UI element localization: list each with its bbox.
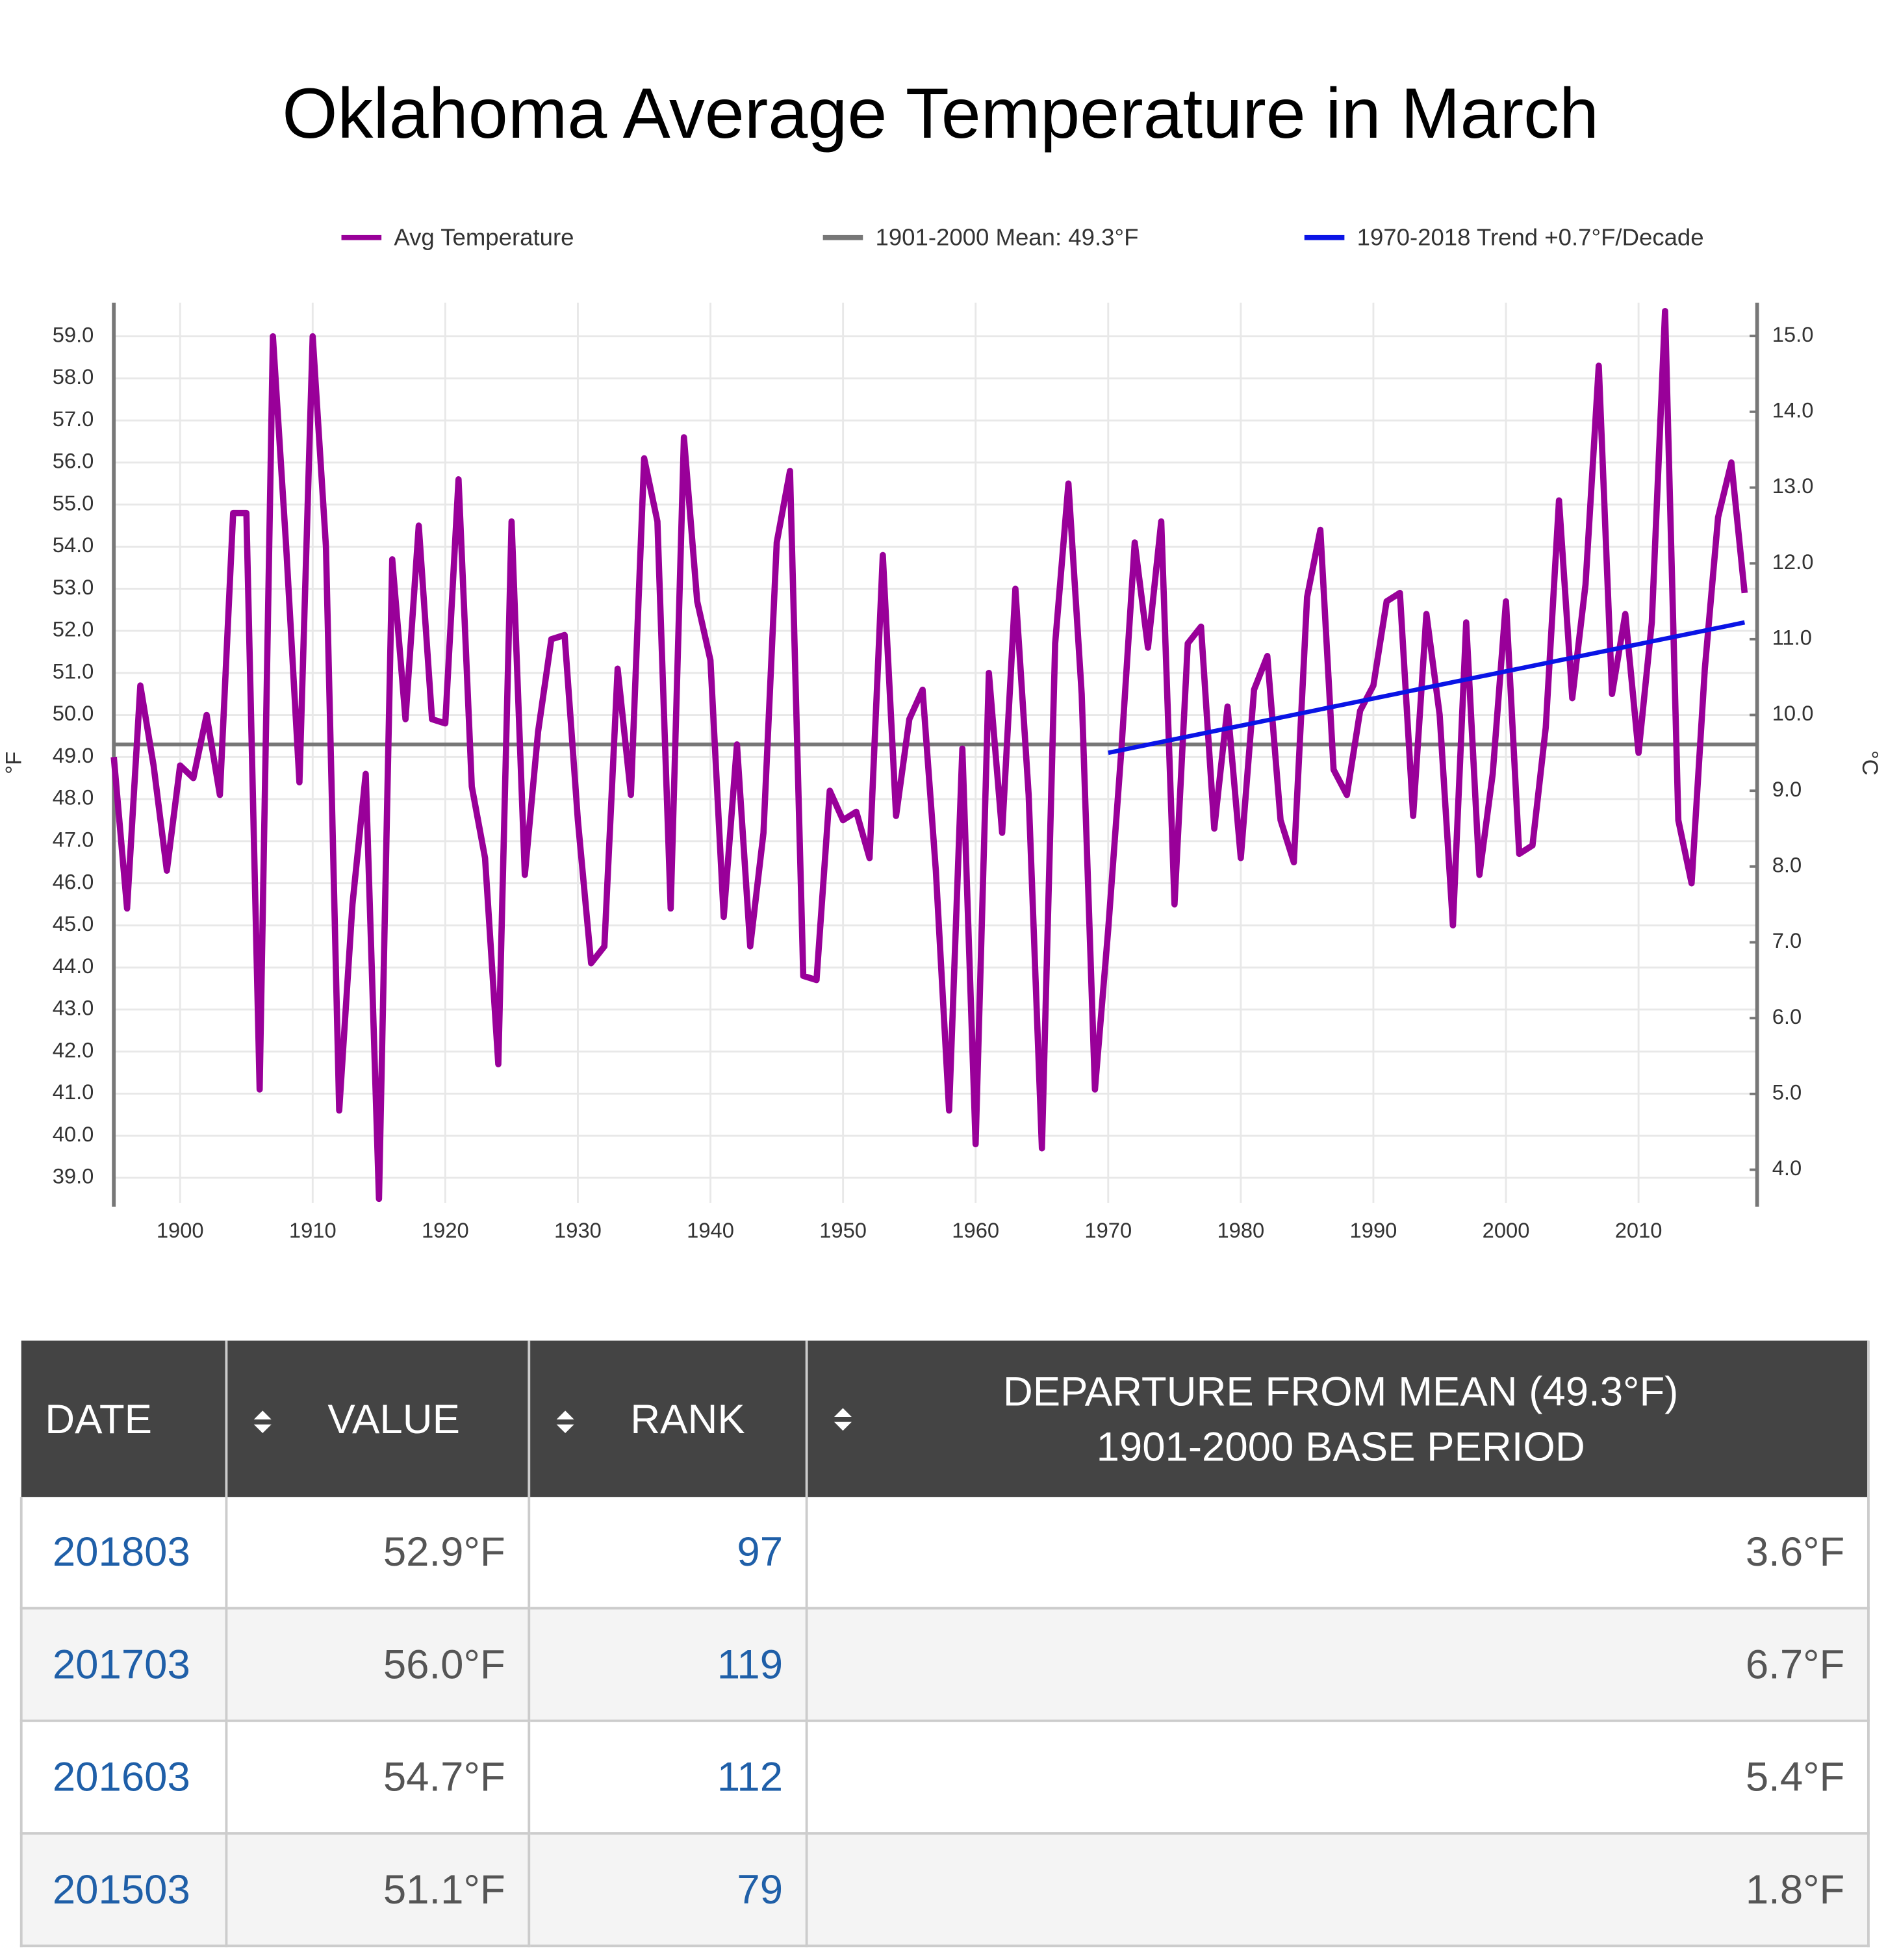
y-tick-label: 48.0 bbox=[53, 785, 94, 809]
y2-axis-label: °C bbox=[1857, 750, 1882, 776]
chart-title: Oklahoma Average Temperature in March bbox=[282, 74, 1599, 153]
trend-line bbox=[1108, 620, 1746, 756]
y2-tick-label: 9.0 bbox=[1772, 777, 1802, 801]
table-cell: 3.6°F bbox=[805, 1497, 1870, 1610]
header-text: VALUE bbox=[327, 1395, 460, 1442]
header-cell[interactable]: VALUE bbox=[226, 1340, 531, 1497]
y-tick-label: 57.0 bbox=[53, 407, 94, 431]
y-tick-label: 41.0 bbox=[53, 1080, 94, 1104]
y-tick-label: 39.0 bbox=[53, 1164, 94, 1188]
table-cell: 52.9°F bbox=[225, 1497, 531, 1610]
header-cell[interactable]: RANK bbox=[529, 1340, 808, 1497]
y-tick-label: 49.0 bbox=[53, 743, 94, 767]
legend-label: 1901-2000 Mean: 49.3°F bbox=[876, 223, 1139, 250]
table-row: 201803 52.9°F 97 3.6°F bbox=[19, 1497, 1870, 1610]
table-cell: 6.7°F bbox=[805, 1608, 1870, 1722]
table-row: 201703 56.0°F 119 6.7°F bbox=[19, 1608, 1870, 1722]
y-tick-label: 55.0 bbox=[53, 490, 94, 515]
y-tick-label: 52.0 bbox=[53, 617, 94, 641]
x-tick-label: 1980 bbox=[1217, 1218, 1264, 1242]
y2-tick-label: 7.0 bbox=[1772, 928, 1802, 952]
x-tick-label: 1910 bbox=[289, 1218, 337, 1242]
y-tick-label: 58.0 bbox=[53, 364, 94, 388]
x-tick-label: 1920 bbox=[422, 1218, 469, 1242]
table-cell[interactable]: 201603 bbox=[19, 1720, 228, 1835]
data-table: DATE VALUE RANK DEPARTURE FROM MEAN (49.… bbox=[19, 1340, 1870, 1948]
x-tick-label: 1970 bbox=[1084, 1218, 1132, 1242]
table-body: 201803 52.9°F 97 3.6°F 201703 56.0°F 119 6.7°F 2… bbox=[19, 1497, 1870, 1948]
y2-tick-label: 13.0 bbox=[1772, 474, 1814, 498]
y-tick-label: 53.0 bbox=[53, 575, 94, 599]
chart: Oklahoma Average Temperature in March °F… bbox=[1, 74, 1882, 1242]
header-line: DEPARTURE FROM MEAN (49.3°F) bbox=[1002, 1367, 1679, 1414]
x-tick-label: 1900 bbox=[157, 1218, 204, 1242]
table-cell: 56.0°F bbox=[225, 1608, 531, 1722]
table-cell[interactable]: 201703 bbox=[19, 1608, 228, 1722]
table-cell[interactable]: 112 bbox=[528, 1720, 808, 1835]
y-tick-label: 46.0 bbox=[53, 869, 94, 893]
y2-tick-label: 15.0 bbox=[1772, 322, 1814, 346]
table-cell: 1.8°F bbox=[805, 1833, 1870, 1948]
y2-tick-label: 12.0 bbox=[1772, 550, 1814, 574]
y2-tick-label: 11.0 bbox=[1772, 625, 1812, 649]
header-text: DATE bbox=[45, 1395, 153, 1442]
header-cell[interactable]: DEPARTURE FROM MEAN (49.3°F) 1901-2000 BA… bbox=[806, 1340, 1870, 1497]
y-tick-label: 59.0 bbox=[53, 322, 94, 346]
x-tick-label: 2010 bbox=[1615, 1218, 1663, 1242]
x-tick-label: 1990 bbox=[1350, 1218, 1397, 1242]
y2-tick-label: 14.0 bbox=[1772, 398, 1814, 422]
y-tick-label: 54.0 bbox=[53, 533, 94, 557]
table-cell: 51.1°F bbox=[225, 1833, 531, 1948]
sort-icon bbox=[253, 1410, 272, 1433]
y2-tick-label: 5.0 bbox=[1772, 1080, 1802, 1104]
y2-tick-label: 8.0 bbox=[1772, 852, 1802, 876]
y-tick-label: 47.0 bbox=[53, 828, 94, 852]
table-cell[interactable]: 119 bbox=[528, 1608, 808, 1722]
data-line bbox=[110, 307, 1748, 1203]
table-cell: 54.7°F bbox=[225, 1720, 531, 1835]
y-tick-label: 56.0 bbox=[53, 449, 94, 473]
y-tick-label: 43.0 bbox=[53, 996, 94, 1020]
table-cell[interactable]: 97 bbox=[528, 1497, 808, 1610]
y2-tick-label: 10.0 bbox=[1772, 701, 1814, 725]
x-tick-label: 1940 bbox=[687, 1218, 734, 1242]
sort-icon bbox=[556, 1410, 574, 1433]
x-tick-label: 1930 bbox=[554, 1218, 602, 1242]
y-tick-label: 42.0 bbox=[53, 1037, 94, 1062]
y-tick-label: 40.0 bbox=[53, 1122, 94, 1146]
table-header: DATE VALUE RANK DEPARTURE FROM MEAN (49.… bbox=[21, 1340, 1870, 1497]
table-cell[interactable]: 201803 bbox=[19, 1497, 228, 1610]
table-row: 201503 51.1°F 79 1.8°F bbox=[19, 1833, 1870, 1948]
legend-label: 1970-2018 Trend +0.7°F/Decade bbox=[1357, 223, 1704, 250]
table-cell: 5.4°F bbox=[805, 1720, 1870, 1835]
legend-label: Avg Temperature bbox=[394, 223, 574, 250]
y2-tick-label: 6.0 bbox=[1772, 1004, 1802, 1028]
header-text: RANK bbox=[630, 1395, 745, 1442]
sort-icon bbox=[834, 1407, 852, 1431]
y-axis-label: °F bbox=[1, 752, 26, 774]
x-tick-label: 1950 bbox=[819, 1218, 867, 1242]
header-cell[interactable]: DATE bbox=[21, 1340, 228, 1497]
header-text: DEPARTURE FROM MEAN (49.3°F) 1901-2000 BA… bbox=[1003, 1364, 1679, 1473]
table-cell[interactable]: 79 bbox=[528, 1833, 808, 1948]
y-tick-label: 50.0 bbox=[53, 701, 94, 725]
y-tick-label: 45.0 bbox=[53, 911, 94, 935]
header-line: 1901-2000 BASE PERIOD bbox=[1096, 1422, 1585, 1469]
table-cell[interactable]: 201503 bbox=[19, 1833, 228, 1948]
y-tick-label: 51.0 bbox=[53, 659, 94, 683]
y-tick-label: 44.0 bbox=[53, 954, 94, 978]
x-tick-label: 2000 bbox=[1483, 1218, 1530, 1242]
x-tick-label: 1960 bbox=[952, 1218, 999, 1242]
table-row: 201603 54.7°F 112 5.4°F bbox=[19, 1720, 1870, 1835]
y2-tick-label: 4.0 bbox=[1772, 1156, 1802, 1180]
